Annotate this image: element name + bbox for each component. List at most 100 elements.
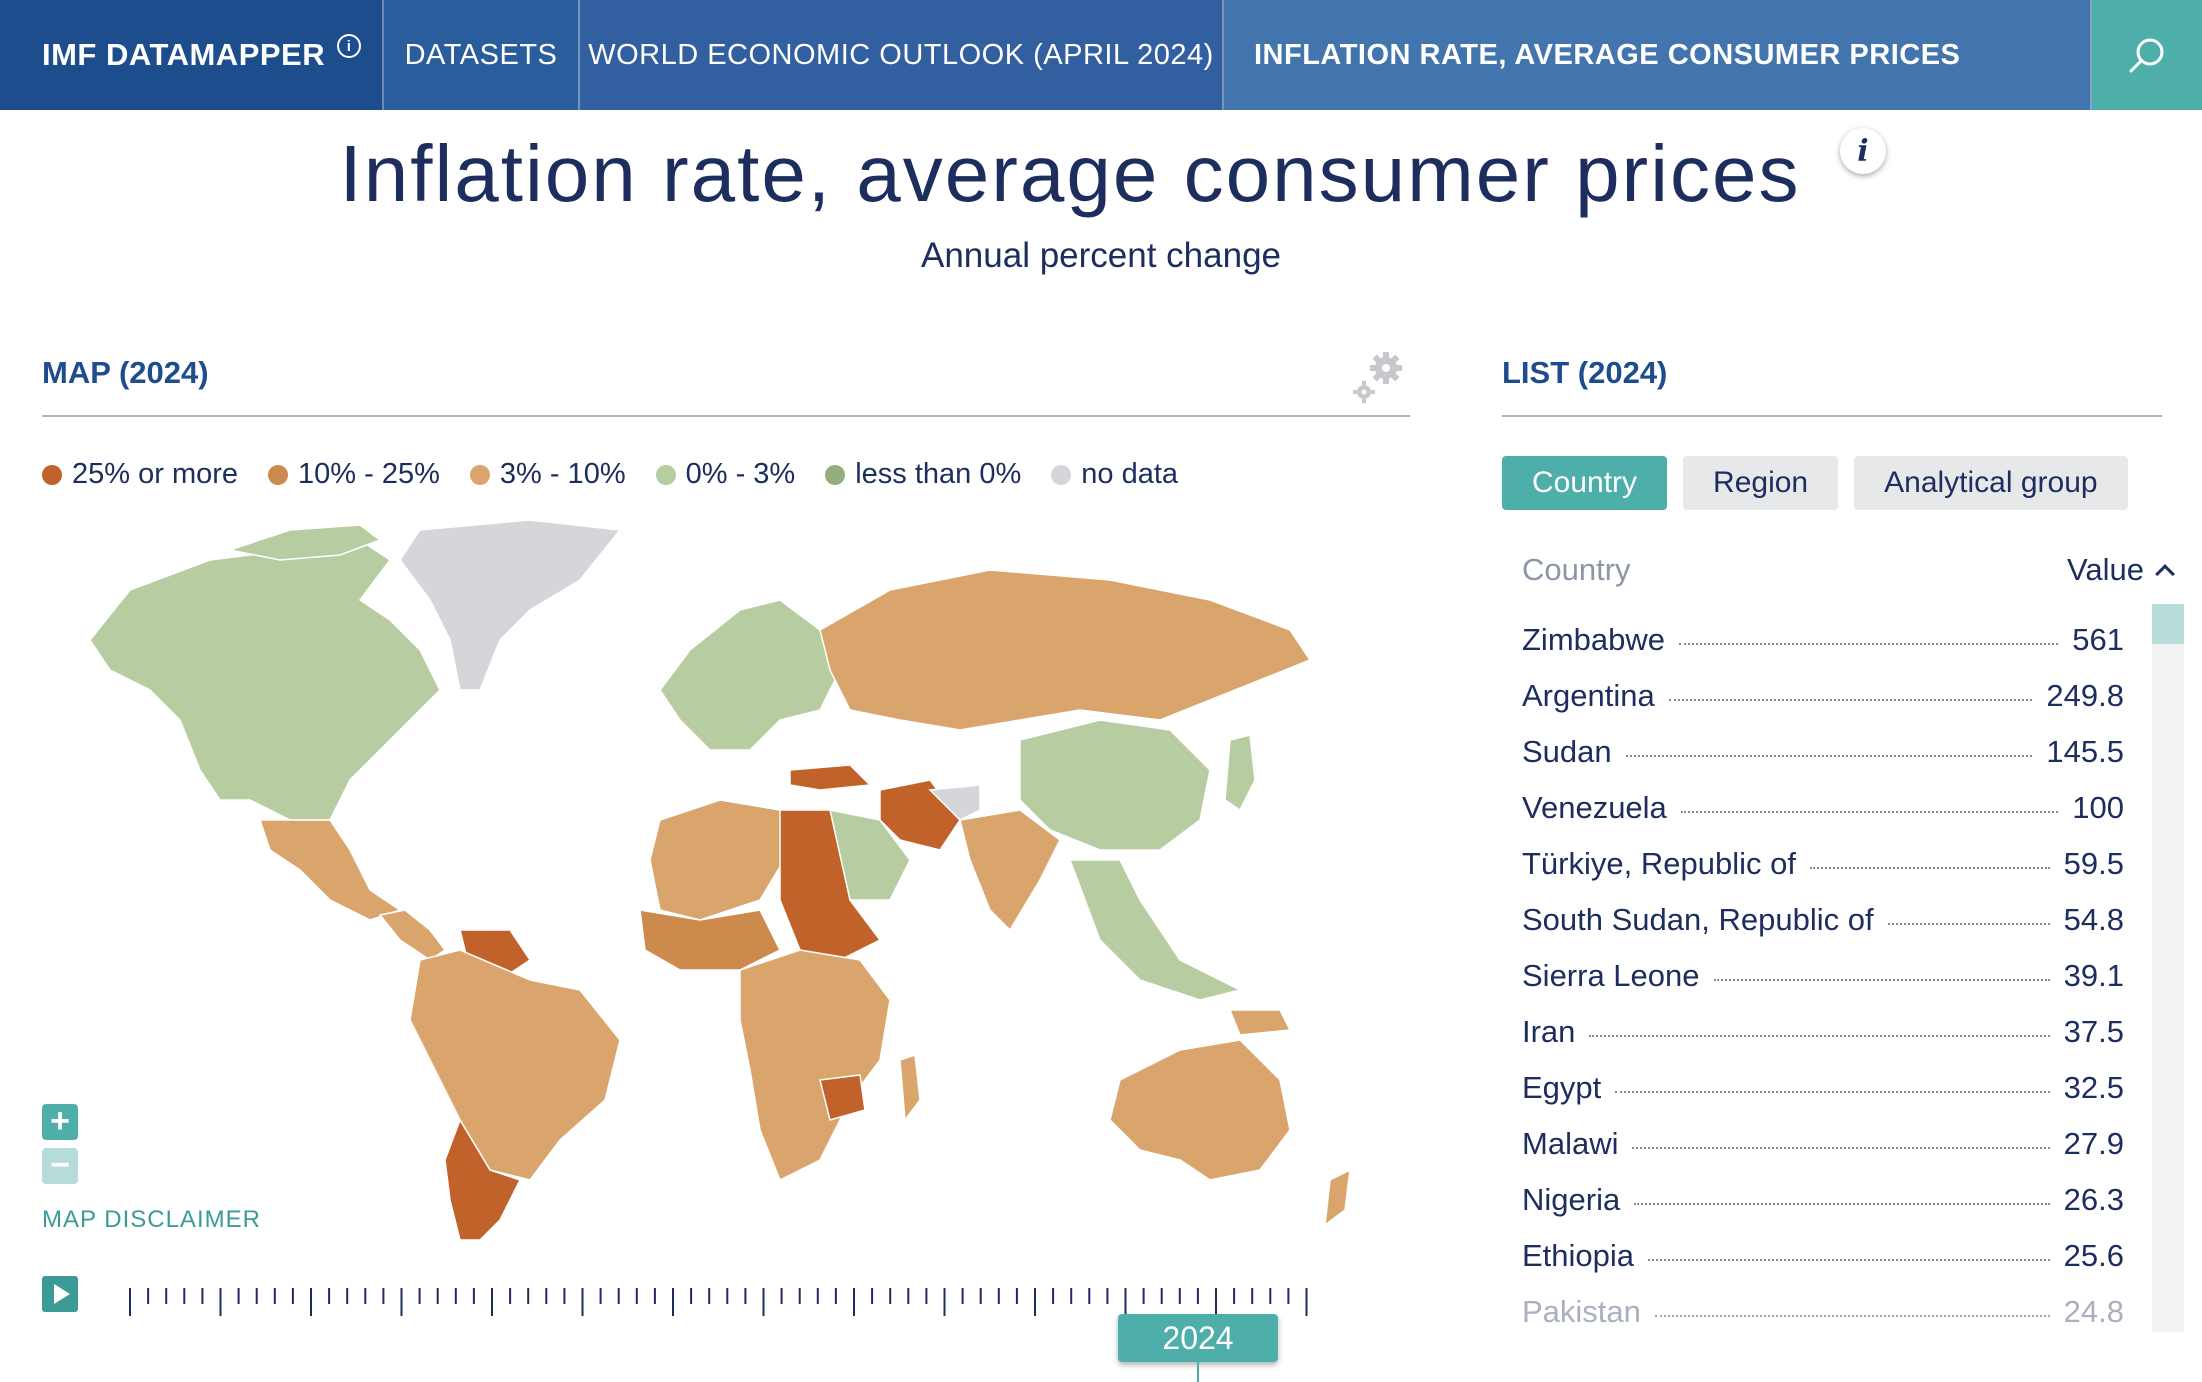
country-value: 27.9 bbox=[2063, 1126, 2124, 1161]
list-item[interactable]: Egypt 32.5 bbox=[1522, 1060, 2124, 1116]
country-value: 32.5 bbox=[2063, 1070, 2124, 1105]
region-north-america[interactable] bbox=[89, 539, 441, 821]
legend-swatch bbox=[42, 464, 62, 485]
list-scrollbar-thumb[interactable] bbox=[2152, 604, 2184, 644]
year-slider-handle[interactable]: 2024 bbox=[1118, 1314, 1278, 1362]
country-name: Zimbabwe bbox=[1522, 622, 1665, 657]
region-north-africa[interactable] bbox=[649, 799, 791, 921]
legend-swatch bbox=[469, 464, 490, 485]
dotted-leader bbox=[1680, 811, 2059, 813]
brand-label: IMF DATAMAPPER bbox=[42, 37, 326, 72]
nav-indicator[interactable]: INFLATION RATE, AVERAGE CONSUMER PRICES bbox=[1224, 0, 2092, 110]
region-new-zealand[interactable] bbox=[1324, 1168, 1351, 1227]
list-item[interactable]: Pakistan 24.8 bbox=[1522, 1284, 2124, 1340]
region-argentina[interactable] bbox=[444, 1118, 522, 1241]
country-value: 26.3 bbox=[2063, 1182, 2124, 1217]
nav-weo[interactable]: WORLD ECONOMIC OUTLOOK (APRIL 2024) bbox=[580, 0, 1224, 110]
legend-label: no data bbox=[1081, 458, 1179, 490]
region-australia[interactable] bbox=[1109, 1039, 1291, 1181]
list-item[interactable]: Sierra Leone 39.1 bbox=[1522, 948, 2124, 1004]
list-item[interactable]: Sudan 145.5 bbox=[1522, 724, 2124, 780]
country-value: 249.8 bbox=[2046, 678, 2124, 713]
zoom-out-button[interactable]: − bbox=[42, 1148, 78, 1184]
region-west-africa[interactable] bbox=[639, 909, 782, 971]
legend-label: 3% - 10% bbox=[499, 458, 626, 490]
country-name: Ethiopia bbox=[1522, 1238, 1635, 1273]
legend-swatch bbox=[268, 464, 289, 485]
dotted-leader bbox=[1809, 867, 2050, 869]
play-icon[interactable] bbox=[42, 1276, 78, 1312]
map-disclaimer-link[interactable]: MAP DISCLAIMER bbox=[42, 1206, 261, 1233]
dotted-leader bbox=[1634, 1203, 2050, 1205]
legend-swatch bbox=[825, 464, 846, 485]
region-turkiye[interactable] bbox=[789, 764, 872, 791]
list-item[interactable]: Türkiye, Republic of 59.5 bbox=[1522, 836, 2124, 892]
country-list: Zimbabwe 561 Argentina 249.8 Sudan 145.5 Venez… bbox=[1522, 612, 2124, 1340]
info-icon[interactable]: i bbox=[337, 34, 362, 58]
country-name: Argentina bbox=[1522, 678, 1655, 713]
region-china[interactable] bbox=[1019, 719, 1211, 851]
legend-label: less than 0% bbox=[855, 458, 1022, 490]
country-value: 145.5 bbox=[2046, 734, 2124, 769]
nav-datasets[interactable]: DATASETS bbox=[384, 0, 580, 110]
list-item[interactable]: Argentina 249.8 bbox=[1522, 668, 2124, 724]
region-russia[interactable] bbox=[819, 569, 1312, 731]
legend-item[interactable]: 3% - 10% bbox=[469, 458, 626, 491]
dotted-leader bbox=[1654, 1315, 2050, 1317]
gear-icon[interactable] bbox=[1350, 348, 1410, 408]
region-madagascar[interactable] bbox=[899, 1053, 921, 1123]
country-value: 561 bbox=[2072, 622, 2124, 657]
dotted-leader bbox=[1589, 1035, 2050, 1037]
list-item[interactable]: Malawi 27.9 bbox=[1522, 1116, 2124, 1172]
legend-item[interactable]: 0% - 3% bbox=[655, 458, 796, 491]
tab-analytical-group[interactable]: Analytical group bbox=[1854, 456, 2128, 510]
legend-label: 0% - 3% bbox=[685, 458, 796, 490]
world-map[interactable] bbox=[60, 520, 1390, 1250]
region-arctic-islands bbox=[227, 524, 382, 561]
legend-item[interactable]: 10% - 25% bbox=[268, 458, 440, 491]
region-south-america[interactable] bbox=[409, 949, 621, 1181]
legend-swatch bbox=[655, 464, 676, 485]
list-item[interactable]: Venezuela 100 bbox=[1522, 780, 2124, 836]
brand-link[interactable]: IMF DATAMAPPER i bbox=[0, 0, 384, 110]
indicator-info-icon[interactable]: i bbox=[1840, 128, 1886, 174]
year-slider-pointer bbox=[1197, 1362, 1199, 1382]
dotted-leader bbox=[1887, 923, 2050, 925]
country-name: Pakistan bbox=[1522, 1294, 1641, 1329]
region-zimbabwe[interactable] bbox=[819, 1074, 866, 1121]
tab-country[interactable]: Country bbox=[1502, 456, 1668, 510]
search-icon bbox=[2129, 38, 2164, 73]
region-central-america[interactable] bbox=[378, 909, 447, 961]
legend-item[interactable]: no data bbox=[1051, 458, 1178, 491]
region-europe[interactable] bbox=[659, 599, 841, 751]
column-value-header[interactable]: Value bbox=[2067, 552, 2175, 588]
legend-item[interactable]: less than 0% bbox=[825, 458, 1021, 491]
country-value: 54.8 bbox=[2063, 902, 2124, 937]
list-item[interactable]: Ethiopia 25.6 bbox=[1522, 1228, 2124, 1284]
region-papua[interactable] bbox=[1228, 1009, 1292, 1036]
region-egypt-sudan[interactable] bbox=[779, 809, 882, 961]
zoom-in-button[interactable]: + bbox=[42, 1104, 78, 1140]
page-subtitle: Annual percent change bbox=[921, 236, 1281, 275]
column-country-header[interactable]: Country bbox=[1522, 552, 1631, 587]
legend-item[interactable]: 25% or more bbox=[42, 458, 238, 491]
dotted-leader bbox=[1713, 979, 2050, 981]
dotted-leader bbox=[1648, 1259, 2050, 1261]
country-name: Nigeria bbox=[1522, 1182, 1621, 1217]
region-japan[interactable] bbox=[1224, 734, 1256, 812]
year-timeline[interactable] bbox=[128, 1280, 1328, 1320]
list-scrollbar[interactable] bbox=[2152, 604, 2184, 1332]
list-item[interactable]: Zimbabwe 561 bbox=[1522, 612, 2124, 668]
tab-region[interactable]: Region bbox=[1683, 456, 1839, 510]
top-nav: IMF DATAMAPPER i DATASETS WORLD ECONOMIC… bbox=[0, 0, 2202, 110]
list-item[interactable]: Nigeria 26.3 bbox=[1522, 1172, 2124, 1228]
region-central-africa[interactable] bbox=[739, 949, 891, 1182]
country-name: Sierra Leone bbox=[1522, 958, 1700, 993]
region-south-asia[interactable] bbox=[959, 809, 1061, 932]
region-greenland[interactable] bbox=[399, 520, 622, 691]
list-item[interactable]: South Sudan, Republic of 54.8 bbox=[1522, 892, 2124, 948]
region-mexico[interactable] bbox=[258, 819, 402, 921]
search-button[interactable] bbox=[2092, 0, 2202, 110]
list-item[interactable]: Iran 37.5 bbox=[1522, 1004, 2124, 1060]
region-southeast-asia[interactable] bbox=[1068, 859, 1243, 1001]
